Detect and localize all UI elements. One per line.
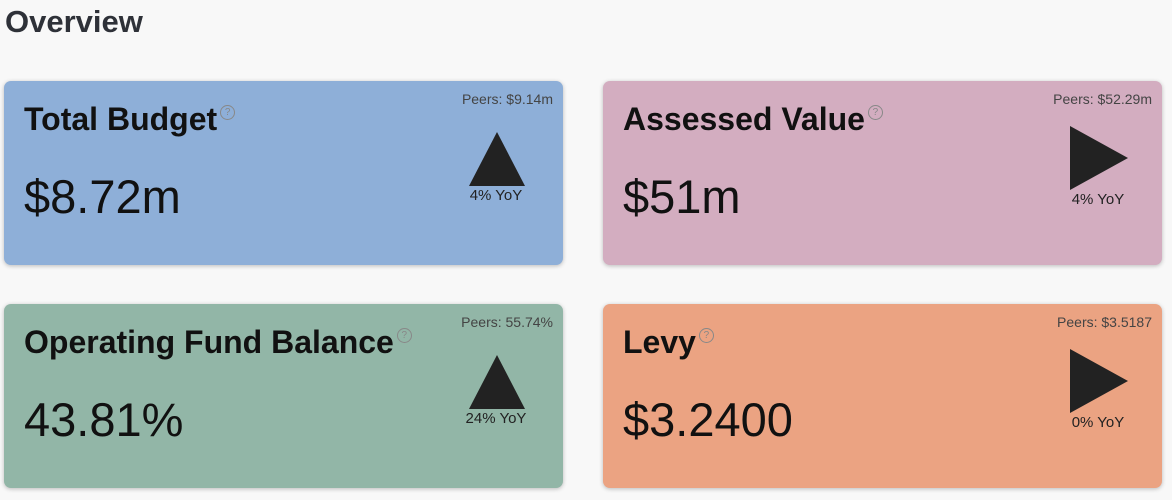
card-title: Operating Fund Balance? (24, 324, 412, 361)
arrow-shape (469, 355, 525, 409)
metric-card: Levy? $3.2400 Peers: $3.5187 0% YoY (603, 304, 1162, 488)
arrow-shape (469, 132, 525, 186)
trend-arrow (469, 355, 525, 409)
card-title: Levy? (623, 324, 714, 361)
card-title-text: Assessed Value (623, 101, 865, 137)
arrow-shape (1070, 126, 1128, 190)
card-title: Total Budget? (24, 101, 236, 138)
peers-label: Peers: $9.14m (461, 91, 553, 107)
yoy-label: 4% YoY (469, 187, 523, 204)
arrow-shape (1070, 349, 1128, 413)
trend-arrow (1070, 349, 1128, 413)
help-icon[interactable]: ? (698, 328, 714, 343)
card-value: $8.72m (24, 170, 181, 223)
card-value: $51m (623, 170, 741, 223)
help-icon[interactable]: ? (396, 328, 412, 343)
help-icon[interactable]: ? (220, 105, 236, 120)
yoy-label: 24% YoY (465, 410, 527, 427)
peers-label: Peers: $3.5187 (1057, 314, 1152, 330)
card-title-text: Levy (623, 324, 696, 360)
yoy-label: 4% YoY (1071, 191, 1125, 208)
metric-card: Total Budget? $8.72m Peers: $9.14m 4% YoY (4, 81, 563, 265)
card-value: 43.81% (24, 393, 184, 446)
peers-label: Peers: $52.29m (1053, 91, 1152, 107)
card-title-text: Total Budget (24, 101, 218, 137)
yoy-label: 0% YoY (1071, 414, 1125, 431)
metric-card: Assessed Value? $51m Peers: $52.29m 4% YoY (603, 81, 1162, 265)
peers-label: Peers: 55.74% (461, 314, 553, 330)
card-title: Assessed Value? (623, 101, 883, 138)
trend-arrow (1070, 126, 1128, 190)
card-title-text: Operating Fund Balance (24, 324, 394, 360)
metric-card: Operating Fund Balance? 43.81% Peers: 55.7… (4, 304, 563, 488)
page-title: Overview (5, 4, 143, 39)
card-value: $3.2400 (623, 393, 793, 446)
trend-arrow (469, 132, 525, 186)
help-icon[interactable]: ? (867, 105, 883, 120)
